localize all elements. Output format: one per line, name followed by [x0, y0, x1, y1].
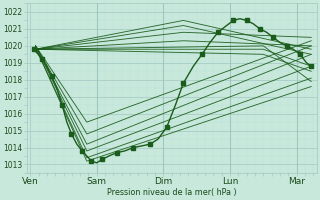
X-axis label: Pression niveau de la mer( hPa ): Pression niveau de la mer( hPa )	[107, 188, 236, 197]
